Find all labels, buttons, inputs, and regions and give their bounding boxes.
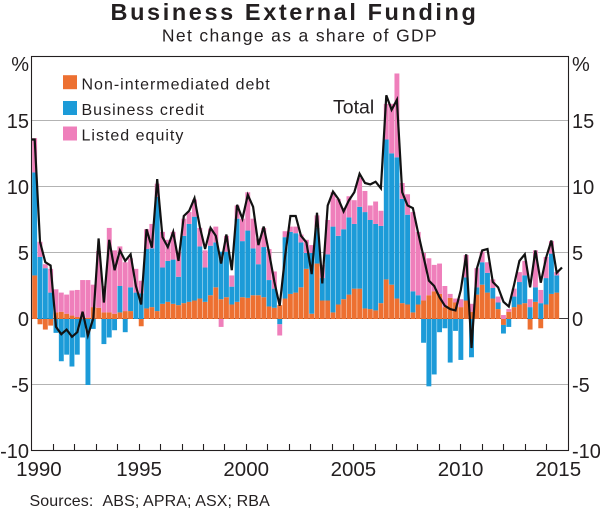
svg-text:0: 0 — [18, 309, 29, 331]
svg-text:Total: Total — [333, 97, 374, 119]
svg-text:5: 5 — [572, 243, 583, 265]
svg-text:Sources: ABS; APRA; ASX; RBA: Sources: ABS; APRA; ASX; RBA — [30, 493, 271, 510]
svg-text:5: 5 — [18, 243, 29, 265]
svg-text:2010: 2010 — [438, 458, 484, 481]
svg-text:2005: 2005 — [331, 458, 377, 481]
svg-text:Business credit: Business credit — [82, 102, 206, 119]
svg-text:-5: -5 — [11, 375, 29, 397]
svg-text:2015: 2015 — [535, 458, 581, 481]
svg-text:10: 10 — [572, 177, 594, 199]
svg-text:2000: 2000 — [223, 458, 269, 481]
svg-text:15: 15 — [7, 111, 29, 133]
svg-text:%: % — [572, 54, 590, 76]
svg-text:-5: -5 — [572, 375, 590, 397]
svg-text:-10: -10 — [0, 441, 29, 463]
svg-text:%: % — [11, 54, 29, 76]
svg-text:1995: 1995 — [116, 458, 162, 481]
svg-text:Net change as a share of GDP: Net change as a share of GDP — [162, 26, 438, 46]
svg-text:0: 0 — [572, 309, 583, 331]
svg-text:1990: 1990 — [16, 458, 62, 481]
svg-text:-10: -10 — [572, 441, 600, 463]
svg-text:Business External Funding: Business External Funding — [111, 0, 479, 25]
svg-text:10: 10 — [7, 177, 29, 199]
svg-text:15: 15 — [572, 111, 594, 133]
svg-text:Listed equity: Listed equity — [82, 128, 185, 145]
svg-text:Non-intermediated debt: Non-intermediated debt — [82, 76, 271, 93]
